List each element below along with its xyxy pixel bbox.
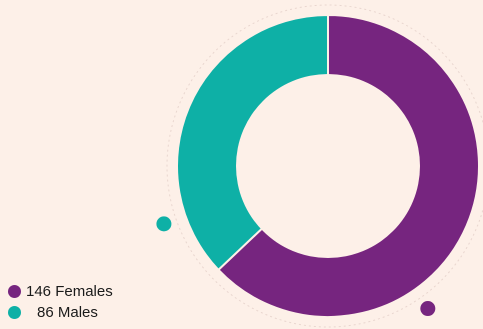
legend-item-females: 146 Females (8, 281, 113, 302)
chart-legend: 146 Females 86 Males (8, 281, 113, 323)
legend-item-males: 86 Males (8, 302, 113, 323)
legend-label-males: 86 Males (37, 304, 98, 321)
legend-swatch-females (8, 285, 21, 298)
slice-markers (156, 216, 436, 317)
donut-hole (236, 74, 420, 258)
legend-swatch-males (8, 306, 21, 319)
outer-dotted-ring (166, 4, 483, 328)
slice-marker-females (420, 301, 436, 317)
legend-label-females: 146 Females (26, 283, 113, 300)
slice-marker-males (156, 216, 172, 232)
